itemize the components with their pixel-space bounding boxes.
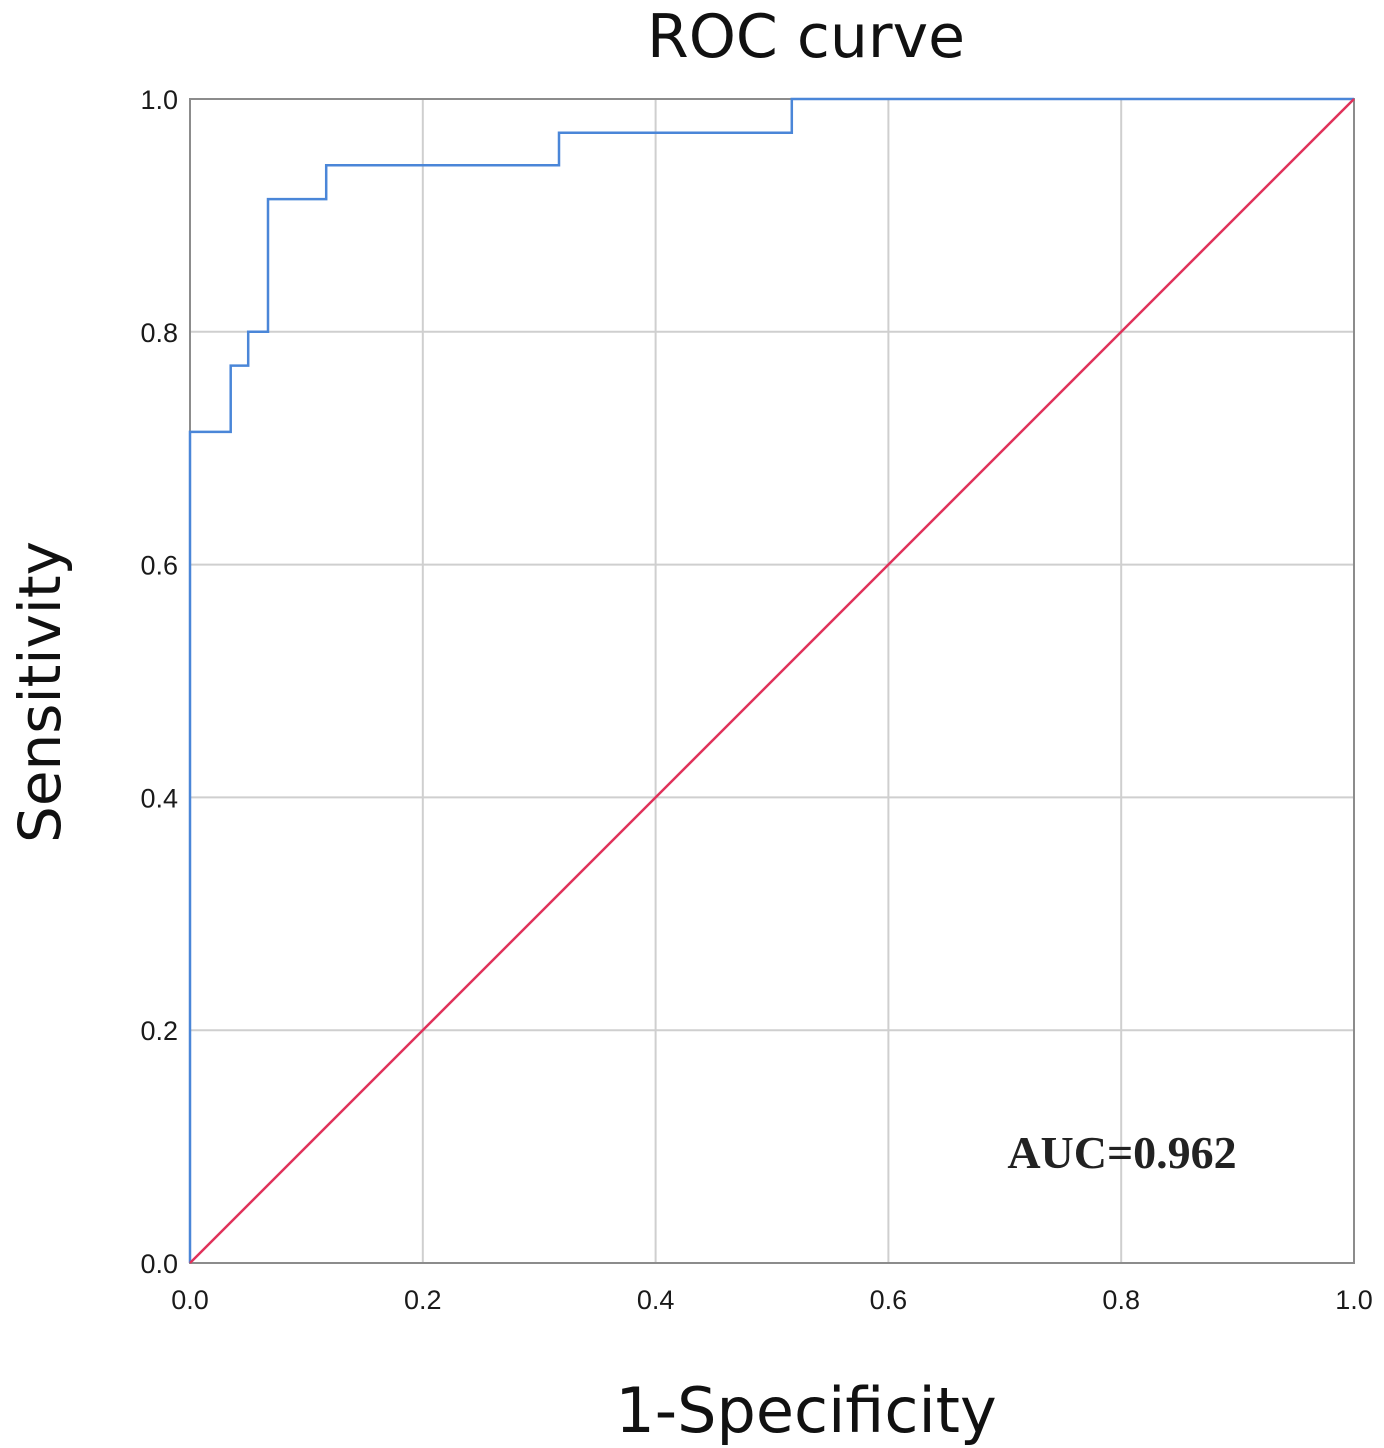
tick-labels: 0.0 0.2 0.4 0.6 0.8 1.0 0.0 0.2 0.4 0.6 0.8 1.0: [140, 85, 1372, 1315]
x-tick-label: 0.4: [637, 1285, 675, 1315]
series-layer: [188, 97, 1355, 1264]
auc-annotation: AUC=0.962: [1007, 1127, 1236, 1178]
y-axis-title: Sensitivity: [6, 541, 74, 843]
x-tick-label: 1.0: [1335, 1285, 1373, 1315]
chart-title: ROC curve: [647, 2, 965, 72]
roc-series-line: [188, 97, 1354, 1263]
y-tick-label: 0.8: [140, 318, 178, 348]
x-axis-title: 1-Specificity: [615, 1374, 996, 1447]
y-tick-label: 0.4: [140, 783, 178, 813]
y-tick-label: 0.0: [140, 1249, 178, 1279]
reference-line-series-line: [189, 98, 1355, 1264]
x-tick-label: 0.2: [404, 1285, 442, 1315]
y-tick-label: 0.6: [140, 551, 178, 581]
x-tick-label: 0.0: [171, 1285, 209, 1315]
y-tick-label: 1.0: [140, 85, 178, 115]
x-tick-label: 0.6: [870, 1285, 908, 1315]
x-tick-label: 0.8: [1102, 1285, 1140, 1315]
y-tick-label: 0.2: [140, 1016, 178, 1046]
